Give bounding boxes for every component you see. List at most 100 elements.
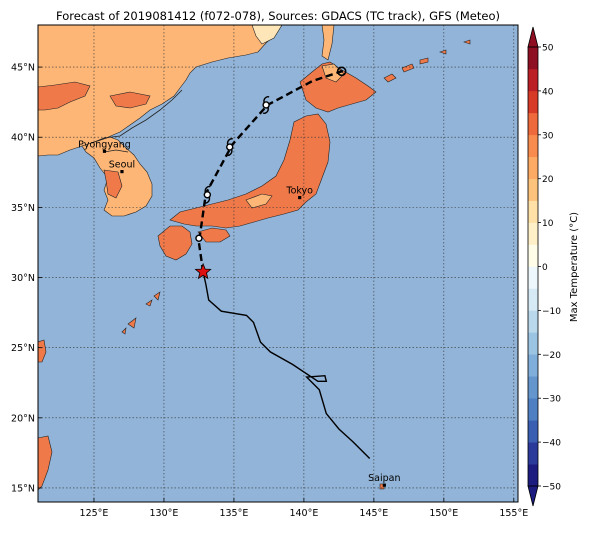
forecast-point-marker <box>336 66 347 77</box>
colorbar-extend-min <box>527 485 539 507</box>
latitude-ticks: 15°N 20°N 25°N 30°N 35°N 40°N 45°N <box>11 63 42 494</box>
cyclone-symbol-icon <box>226 138 234 156</box>
mainland-hot-zone-2 <box>109 91 151 109</box>
colorbar-bin <box>528 222 538 245</box>
map-gridlines <box>38 25 518 502</box>
map-panel: 125°E 130°E 135°E 140°E 145°E 150°E 155°E 15°N… <box>11 24 528 519</box>
colorbar-bin <box>528 354 538 377</box>
mainland-landmass <box>38 25 283 157</box>
country-borders <box>91 89 183 153</box>
colorbar-tick-label: −20 <box>542 351 561 361</box>
city-label: Pyongyang <box>78 139 131 150</box>
kuril-islands <box>383 39 471 83</box>
cyclone-arm-bottom <box>262 106 269 114</box>
cyclone-arm-top <box>226 138 234 146</box>
city-label: Seoul <box>109 160 135 171</box>
cyclone-symbol-icon <box>262 96 270 114</box>
colorbar-bin <box>528 244 538 267</box>
colorbar-bin <box>528 156 538 179</box>
colorbar-bin <box>528 178 538 201</box>
mainland-pale-zone <box>251 25 283 45</box>
current-position-star-icon <box>194 262 212 280</box>
forecast-point-marker <box>195 234 203 242</box>
colorbar-bin <box>528 266 538 289</box>
cyclone-arm-bottom <box>226 148 233 156</box>
colorbar-bin <box>528 376 538 399</box>
longitude-ticks: 125°E 130°E 135°E 140°E 145°E 150°E 155°E <box>80 498 528 519</box>
colorbar-bin <box>528 398 538 421</box>
lon-tick-label: 150°E <box>429 508 458 519</box>
colorbar-bin <box>528 310 538 333</box>
colorbar-extend-max <box>527 26 539 48</box>
colorbar-bin <box>528 332 538 355</box>
colorbar-tick-label: −50 <box>542 483 561 493</box>
cyclone-arm-top <box>204 185 211 193</box>
cyclone-eye <box>262 101 270 109</box>
colorbar-bin <box>528 420 538 443</box>
land-temperature-fill <box>38 25 471 491</box>
honshu <box>169 113 331 229</box>
mainland-hot-zone <box>38 81 91 111</box>
lat-tick-label: 25°N <box>11 343 35 354</box>
lon-tick-label: 130°E <box>150 508 179 519</box>
colorbar-tick-label: 20 <box>542 175 554 185</box>
colorbar-tick-label: 50 <box>542 44 554 54</box>
city-marker <box>120 170 124 174</box>
lon-tick-label: 145°E <box>359 508 388 519</box>
taiwan <box>38 339 47 363</box>
colorbar-tick-label: −10 <box>542 307 561 317</box>
city-label: Tokyo <box>285 186 313 197</box>
lat-tick-label: 45°N <box>11 63 35 74</box>
colorbar-bin <box>528 288 538 311</box>
city-label: Saipan <box>368 473 400 484</box>
map-title: Forecast of 2019081412 (f072-078), Sourc… <box>56 9 500 23</box>
colorbar-tick-label: 30 <box>542 131 554 141</box>
colorbar-tick-label: −30 <box>542 395 561 405</box>
philippines <box>38 435 53 491</box>
forecast-track-line <box>197 70 343 273</box>
lat-tick-label: 35°N <box>11 203 35 214</box>
forecast-point-center <box>340 69 343 73</box>
lon-tick-label: 135°E <box>219 508 248 519</box>
kyushu <box>157 225 193 261</box>
cyclone-arm-bottom <box>204 196 211 204</box>
cyclone-track <box>194 66 371 459</box>
colorbar-bin <box>528 442 538 465</box>
colorbar-bin <box>528 68 538 92</box>
colorbar-bin <box>528 47 538 70</box>
colorbar-ticks: 50 40 30 20 10 0 −10 −20 −30 −40 −50 <box>538 44 561 493</box>
hokkaido <box>299 61 377 113</box>
shikoku <box>197 227 231 243</box>
colorbar-bin <box>528 464 538 487</box>
lon-tick-label: 155°E <box>499 508 528 519</box>
colorbar-bin <box>528 200 538 223</box>
lon-tick-label: 125°E <box>80 508 109 519</box>
city-marker <box>382 483 386 487</box>
lat-tick-label: 20°N <box>11 413 35 424</box>
colorbar-bin <box>528 90 538 114</box>
colorbar-label: Max Temperature (°C) <box>569 212 580 322</box>
colorbar-tick-label: 0 <box>542 263 548 273</box>
colorbar-bin <box>528 134 538 158</box>
colorbar: 50 40 30 20 10 0 −10 −20 −30 −40 −50 Max Temperatu… <box>527 26 580 507</box>
city-marker <box>298 195 302 200</box>
lon-tick-label: 140°E <box>289 508 318 519</box>
map-frame <box>37 24 519 503</box>
sakhalin <box>321 25 335 61</box>
cyclone-eye <box>226 143 234 151</box>
colorbar-tick-label: 40 <box>542 87 554 97</box>
korea-hot-zone <box>103 169 123 199</box>
honshu-warm-zone <box>245 193 273 209</box>
colorbar-bin <box>528 112 538 136</box>
colorbar-bins <box>527 26 539 507</box>
cyclone-arm-top <box>263 96 270 104</box>
lat-tick-label: 15°N <box>11 483 35 494</box>
lat-tick-label: 30°N <box>11 273 35 284</box>
lat-tick-label: 40°N <box>11 133 35 144</box>
ryukyu-islands <box>121 291 161 335</box>
past-track-line <box>202 271 371 459</box>
cyclone-symbol-icon <box>203 185 212 204</box>
city-labels: Pyongyang Seoul Tokyo Saipan <box>78 139 401 487</box>
colorbar-tick-label: −40 <box>542 439 561 449</box>
